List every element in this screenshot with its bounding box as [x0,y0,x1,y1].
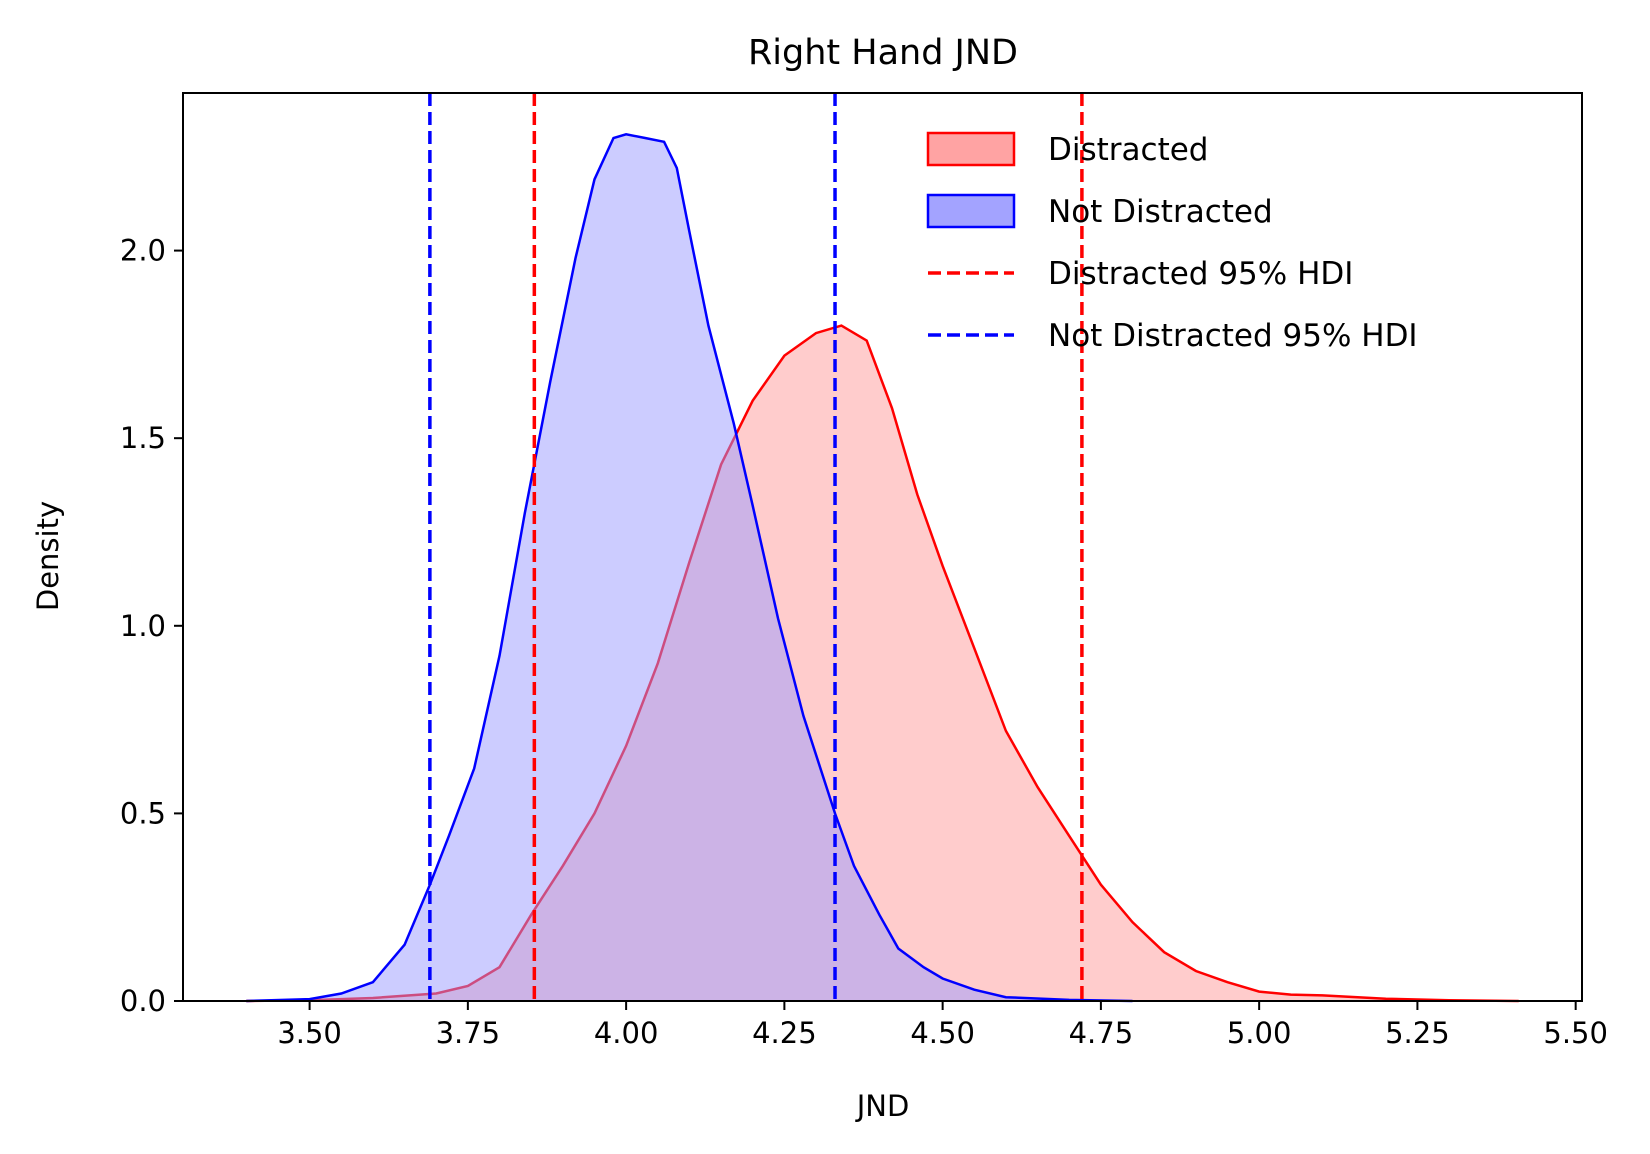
y-axis-label: Density [31,501,65,611]
x-tick-label: 5.25 [1385,1016,1450,1050]
y-tick-label: 0.5 [120,796,166,830]
density-line-not-distracted [246,133,1133,1003]
legend-label-distracted-95-hdi: Distracted 95% HDI [1048,256,1353,292]
x-tick-label: 4.25 [752,1016,817,1050]
legend-swatch-not-distracted [926,193,1016,229]
plot-frame [182,92,1583,1002]
y-tick-label: 1.0 [120,609,166,643]
x-tick-label: 5.50 [1543,1016,1608,1050]
axes: 3.50 3.75 4.00 4.25 4.50 4.75 5.00 5.25 5.50 0.0 0… [120,92,1608,1050]
legend-label-distracted: Distracted [1048,132,1208,168]
plot-area [246,93,1519,1003]
x-tick-label: 3.75 [436,1016,501,1050]
legend-label-not-distracted-95-hdi: Not Distracted 95% HDI [1048,318,1418,354]
y-tick-label: 2.0 [120,234,166,268]
y-tick-label: 0.0 [120,984,166,1018]
legend: Distracted Not Distracted Distracted 95% H… [926,131,1418,354]
density-area-not-distracted [246,134,1133,1002]
x-tick-label: 4.00 [594,1016,659,1050]
y-tick-label: 1.5 [120,421,166,455]
x-tick-label: 3.50 [277,1016,342,1050]
legend-label-not-distracted: Not Distracted [1048,194,1273,230]
x-tick-label: 5.00 [1227,1016,1292,1050]
legend-swatch-distracted [926,131,1016,167]
x-axis-label: JND [855,1089,910,1123]
x-tick-label: 4.75 [1069,1016,1134,1050]
chart-title: Right Hand JND [748,33,1018,73]
x-tick-label: 4.50 [910,1016,975,1050]
density-area-distracted [246,325,1519,1002]
